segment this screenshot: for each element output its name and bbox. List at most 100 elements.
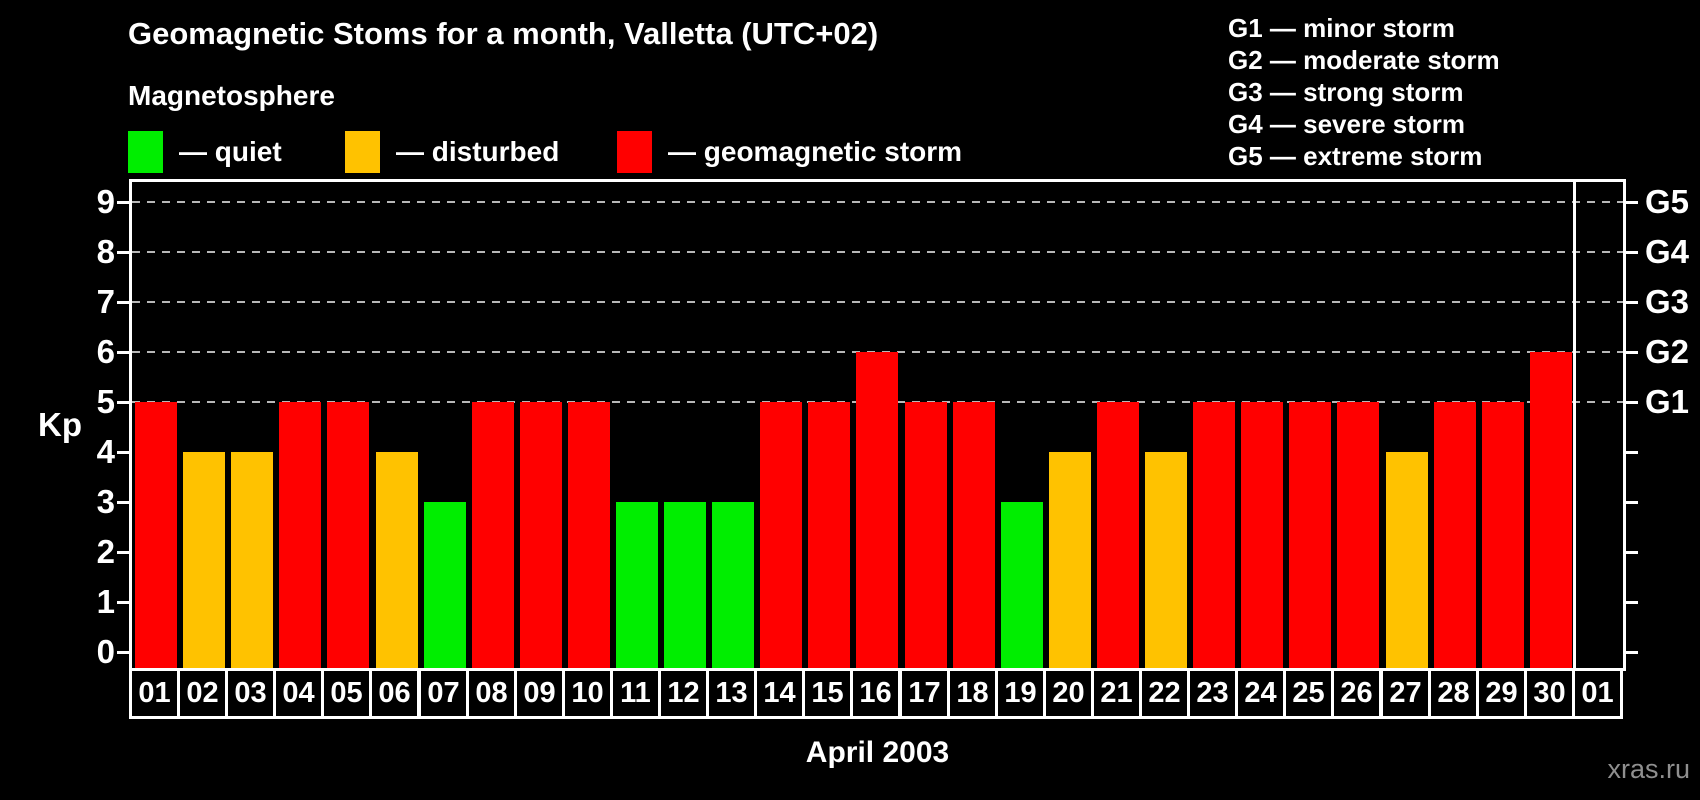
day-label-27: 27 xyxy=(1380,668,1431,719)
legend-item-storm: — geomagnetic storm xyxy=(617,131,962,173)
bar-day-29 xyxy=(1482,402,1524,668)
day-label-11: 11 xyxy=(610,668,661,719)
day-label-26: 26 xyxy=(1331,668,1382,719)
bar-day-06 xyxy=(376,452,418,668)
bar-day-11 xyxy=(616,502,658,668)
day-label-next-01: 01 xyxy=(1572,668,1623,719)
legend-item-quiet: — quiet xyxy=(128,131,282,173)
right-tick-kp8 xyxy=(1623,251,1638,254)
left-tick-kp7 xyxy=(117,301,132,304)
bar-day-01 xyxy=(135,402,177,668)
day-label-13: 13 xyxy=(706,668,757,719)
y-tick-label-0: 0 xyxy=(96,633,115,670)
storm-scale-line-g5: G5 — extreme storm xyxy=(1228,141,1483,171)
gridline-kp7 xyxy=(132,301,1623,303)
left-tick-kp2 xyxy=(117,551,132,554)
y-tick-label-3: 3 xyxy=(96,483,115,520)
right-axis-label-g5: G5 xyxy=(1645,183,1690,220)
day-label-14: 14 xyxy=(754,668,805,719)
right-tick-kp1 xyxy=(1623,601,1638,604)
y-tick-label-6: 6 xyxy=(96,333,115,370)
watermark: xras.ru xyxy=(1607,754,1690,784)
right-tick-kp5 xyxy=(1623,401,1638,404)
bar-day-18 xyxy=(953,402,995,668)
left-tick-kp6 xyxy=(117,351,132,354)
day-label-23: 23 xyxy=(1187,668,1238,719)
bar-day-04 xyxy=(279,402,321,668)
left-tick-kp3 xyxy=(117,501,132,504)
bar-day-09 xyxy=(520,402,562,668)
y-tick-label-9: 9 xyxy=(96,183,115,220)
bar-day-25 xyxy=(1289,402,1331,668)
day-label-01: 01 xyxy=(129,668,180,719)
day-label-08: 08 xyxy=(466,668,517,719)
bar-day-05 xyxy=(327,402,369,668)
right-tick-kp2 xyxy=(1623,551,1638,554)
day-label-19: 19 xyxy=(995,668,1046,719)
bar-day-03 xyxy=(231,452,273,668)
y-tick-label-4: 4 xyxy=(96,433,115,470)
day-label-29: 29 xyxy=(1476,668,1527,719)
day-label-18: 18 xyxy=(947,668,998,719)
day-label-15: 15 xyxy=(802,668,853,719)
bar-day-13 xyxy=(712,502,754,668)
day-label-10: 10 xyxy=(562,668,613,719)
legend-label-disturbed: — disturbed xyxy=(396,136,560,167)
right-tick-kp0 xyxy=(1623,651,1638,654)
right-axis-label-g2: G2 xyxy=(1645,333,1690,370)
gridline-kp9 xyxy=(132,201,1623,203)
bar-day-24 xyxy=(1241,402,1283,668)
bar-day-20 xyxy=(1049,452,1091,668)
day-label-20: 20 xyxy=(1043,668,1094,719)
left-tick-kp8 xyxy=(117,251,132,254)
bar-day-08 xyxy=(472,402,514,668)
right-tick-kp9 xyxy=(1623,201,1638,204)
legend-item-disturbed: — disturbed xyxy=(345,131,559,173)
bar-day-23 xyxy=(1193,402,1235,668)
bar-day-17 xyxy=(905,402,947,668)
x-axis-title: April 2003 xyxy=(805,736,950,769)
storm-scale-line-g4: G4 — severe storm xyxy=(1228,109,1466,139)
day-label-06: 06 xyxy=(369,668,420,719)
day-label-03: 03 xyxy=(225,668,276,719)
y-tick-label-7: 7 xyxy=(96,283,115,320)
y-tick-label-2: 2 xyxy=(96,533,115,570)
bar-day-26 xyxy=(1337,402,1379,668)
day-label-28: 28 xyxy=(1428,668,1479,719)
bar-day-14 xyxy=(760,402,802,668)
gridline-kp8 xyxy=(132,251,1623,253)
next-month-separator xyxy=(1573,182,1576,668)
bar-day-22 xyxy=(1145,452,1187,668)
bar-day-27 xyxy=(1386,452,1428,668)
left-tick-kp1 xyxy=(117,601,132,604)
right-axis-label-g4: G4 xyxy=(1645,233,1690,270)
right-axis-label-g3: G3 xyxy=(1645,283,1690,320)
day-label-17: 17 xyxy=(899,668,950,719)
day-label-04: 04 xyxy=(273,668,324,719)
y-tick-label-1: 1 xyxy=(96,583,115,620)
legend-label-quiet: — quiet xyxy=(179,136,282,167)
y-tick-label-5: 5 xyxy=(96,383,115,420)
day-label-07: 07 xyxy=(418,668,469,719)
left-tick-kp4 xyxy=(117,451,132,454)
day-label-25: 25 xyxy=(1283,668,1334,719)
bar-day-02 xyxy=(183,452,225,668)
left-tick-kp0 xyxy=(117,651,132,654)
legend-swatch-storm xyxy=(617,131,652,173)
bar-day-12 xyxy=(664,502,706,668)
storm-scale-line-g1: G1 — minor storm xyxy=(1228,13,1455,43)
bar-day-21 xyxy=(1097,402,1139,668)
y-axis-title: Kp xyxy=(38,406,82,443)
left-tick-kp9 xyxy=(117,201,132,204)
day-label-22: 22 xyxy=(1139,668,1190,719)
day-label-30: 30 xyxy=(1524,668,1575,719)
right-tick-kp3 xyxy=(1623,501,1638,504)
right-tick-kp4 xyxy=(1623,451,1638,454)
bar-day-16 xyxy=(856,352,898,668)
right-tick-kp6 xyxy=(1623,351,1638,354)
bar-day-19 xyxy=(1001,502,1043,668)
day-label-02: 02 xyxy=(177,668,228,719)
right-axis-label-g1: G1 xyxy=(1645,383,1690,420)
day-label-12: 12 xyxy=(658,668,709,719)
